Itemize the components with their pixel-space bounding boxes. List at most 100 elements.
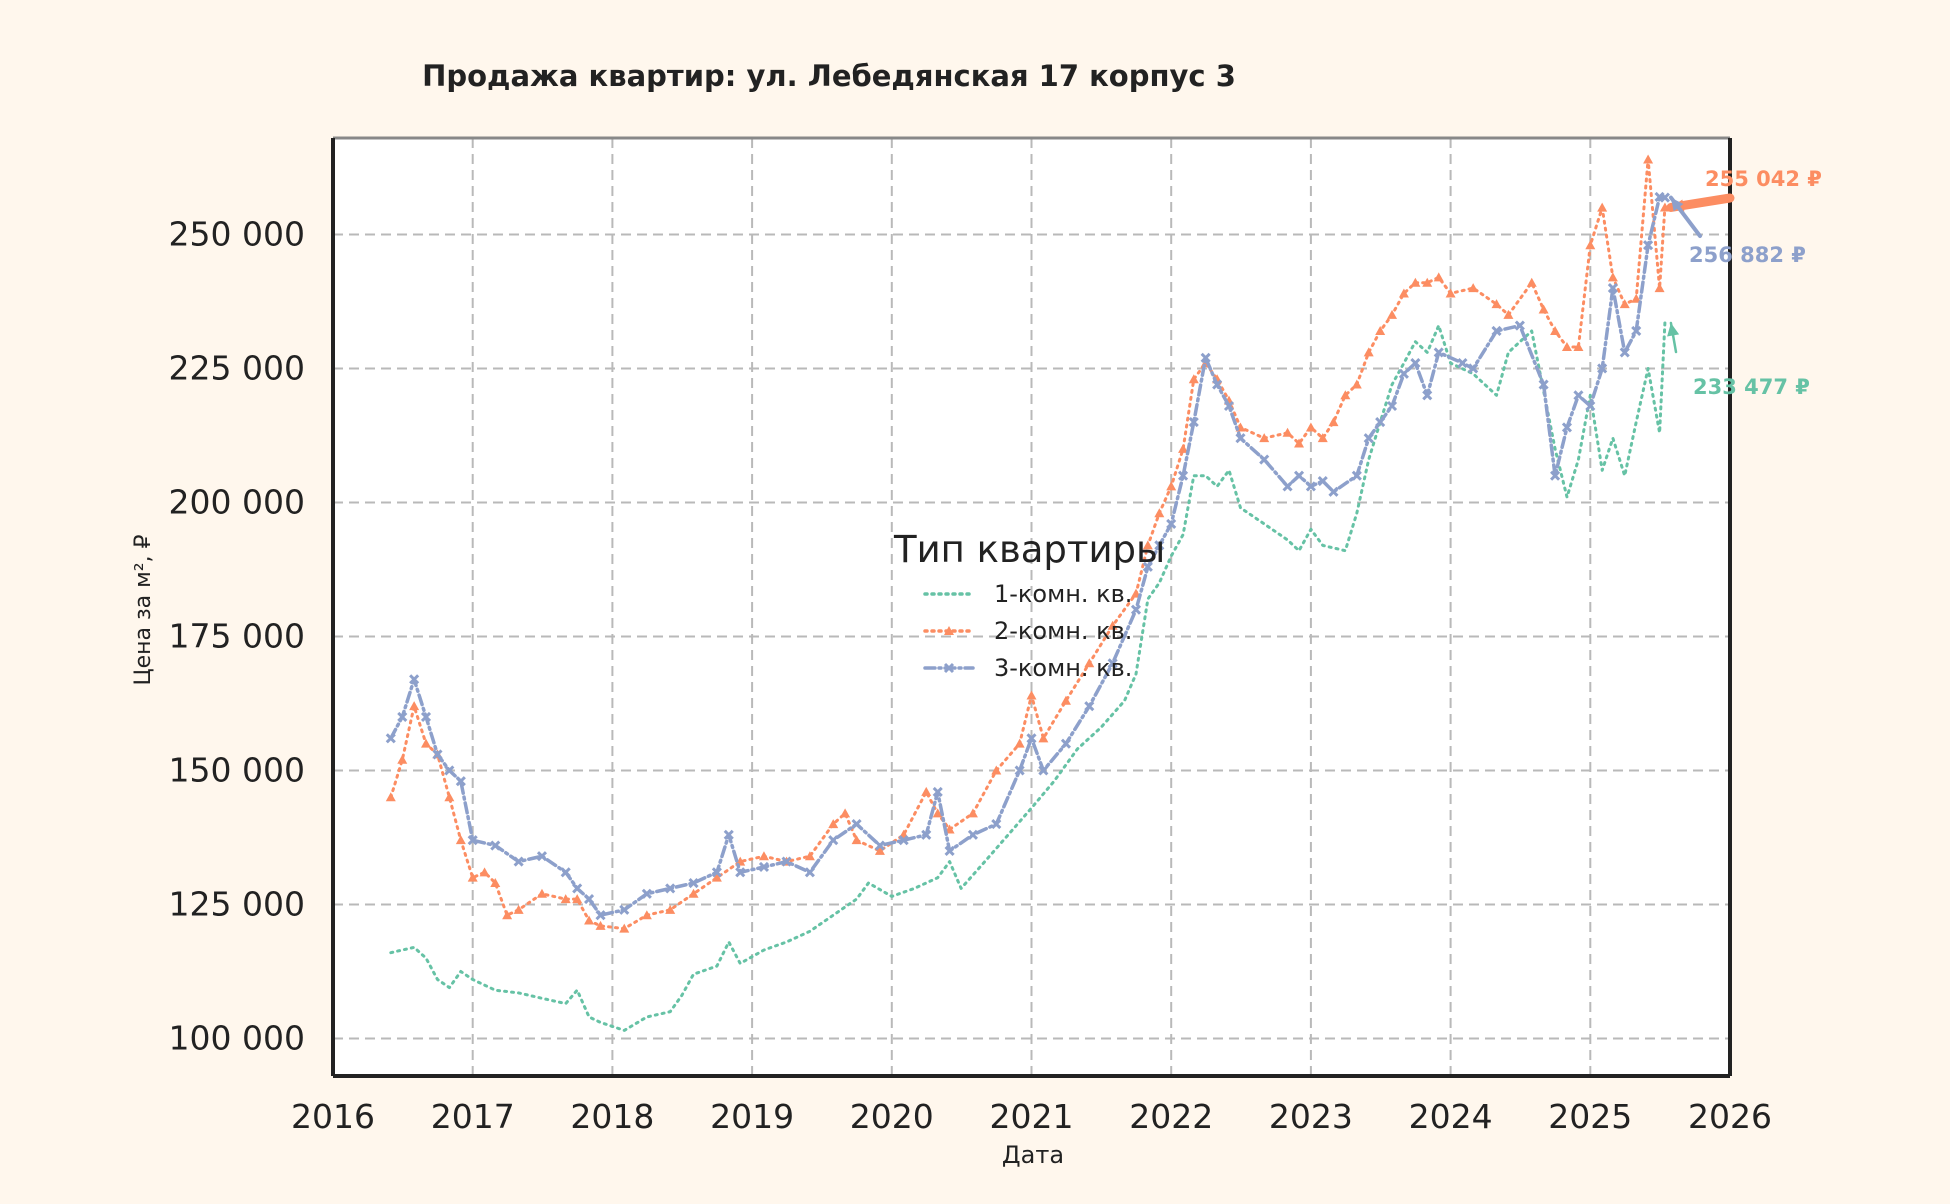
- data-point: [1387, 309, 1398, 319]
- data-point: [479, 867, 490, 877]
- data-point: [584, 915, 595, 925]
- data-point: [1107, 620, 1118, 630]
- y-axis-label: Цена за м², ₽: [131, 534, 156, 685]
- data-point: [490, 840, 501, 851]
- data-point: [735, 867, 746, 878]
- data-point: [583, 894, 595, 905]
- data-point: [943, 662, 955, 674]
- data-point: [1014, 738, 1025, 748]
- series-line: [389, 321, 1667, 1032]
- data-point: [991, 765, 1002, 775]
- data-point: [1573, 342, 1584, 352]
- data-point: [1177, 470, 1189, 481]
- data-point: [1514, 320, 1525, 331]
- data-point: [1410, 358, 1421, 369]
- data-point: [1631, 293, 1642, 303]
- data-point: [595, 910, 606, 921]
- data-point: [409, 674, 420, 685]
- data-point: [409, 701, 420, 711]
- x-tick-label: 2024: [1409, 1097, 1493, 1136]
- data-point: [1142, 561, 1153, 572]
- data-point: [1550, 325, 1561, 335]
- x-tick-label: 2017: [431, 1097, 515, 1136]
- chart-title: Продажа квартир: ул. Лебедянская 17 корп…: [422, 59, 1236, 93]
- legend-label: 1-комн. кв.: [994, 580, 1132, 608]
- data-point: [1375, 417, 1386, 428]
- data-point: [536, 851, 548, 862]
- data-point: [1433, 272, 1444, 282]
- data-point: [1422, 390, 1433, 401]
- data-point: [874, 840, 885, 851]
- legend-item: 2-комн. кв.: [923, 617, 1132, 645]
- data-point: [1026, 733, 1037, 744]
- data-point: [432, 749, 443, 760]
- data-point: [1503, 309, 1514, 319]
- data-point: [502, 910, 513, 920]
- data-point: [1468, 363, 1479, 374]
- data-point: [967, 829, 979, 840]
- data-point: [1386, 400, 1398, 412]
- data-point: [898, 835, 909, 846]
- data-point: [1154, 508, 1165, 518]
- data-point: [1038, 765, 1049, 776]
- data-point: [758, 851, 769, 861]
- data-point: [397, 754, 408, 764]
- data-point: [1643, 240, 1654, 251]
- data-point: [1014, 765, 1025, 776]
- data-point: [851, 835, 862, 845]
- data-point: [1259, 454, 1270, 465]
- data-point: [1561, 422, 1573, 433]
- legend-item: 1-комн. кв.: [923, 580, 1132, 608]
- data-point: [1026, 690, 1037, 700]
- data-point: [1538, 379, 1549, 390]
- data-point: [1328, 417, 1339, 427]
- data-point: [991, 819, 1002, 830]
- data-point: [1154, 540, 1165, 551]
- data-point: [641, 910, 652, 920]
- annotation-label: 255 042 ₽: [1705, 167, 1822, 191]
- legend-title: Тип квартиры: [893, 528, 1165, 571]
- x-tick-label: 2018: [570, 1097, 654, 1136]
- data-point: [1282, 427, 1293, 437]
- data-point: [1659, 192, 1670, 203]
- data-point: [1317, 433, 1328, 443]
- data-point: [385, 792, 396, 802]
- data-point: [1619, 347, 1630, 358]
- data-point: [1491, 325, 1502, 337]
- data-point: [944, 626, 954, 635]
- x-tick-label: 2025: [1548, 1097, 1632, 1136]
- annotation-label: 256 882 ₽: [1689, 243, 1806, 267]
- data-point: [967, 808, 978, 818]
- data-point: [828, 819, 839, 829]
- y-tick-label: 225 000: [169, 348, 305, 387]
- legend-item: 3-комн. кв.: [923, 654, 1132, 682]
- data-point: [1607, 283, 1618, 294]
- annotation-arrowhead: [1670, 197, 1684, 212]
- data-point: [1550, 470, 1561, 481]
- legend-label: 2-комн. кв.: [994, 617, 1132, 645]
- data-point: [1282, 481, 1293, 492]
- data-point: [1293, 470, 1305, 481]
- data-point: [1573, 390, 1584, 401]
- data-point: [619, 923, 630, 933]
- data-point: [1561, 342, 1572, 352]
- data-point: [1305, 481, 1316, 492]
- data-point: [1060, 738, 1072, 749]
- annotation-label: 233 477 ₽: [1693, 375, 1810, 399]
- data-point: [1142, 540, 1153, 550]
- data-point: [467, 872, 478, 882]
- series-3-комн. кв.: [385, 191, 1670, 921]
- data-point: [572, 883, 583, 894]
- series-1-комн. кв.: [389, 321, 1667, 1032]
- y-tick-label: 125 000: [169, 884, 305, 923]
- data-point: [1084, 701, 1095, 712]
- data-point: [1130, 604, 1142, 615]
- data-point: [1363, 347, 1374, 357]
- y-tick-label: 250 000: [169, 214, 305, 253]
- data-point: [1491, 299, 1502, 309]
- data-point: [385, 733, 396, 744]
- data-point: [758, 861, 770, 873]
- data-point: [536, 888, 547, 898]
- y-tick-label: 175 000: [169, 616, 305, 655]
